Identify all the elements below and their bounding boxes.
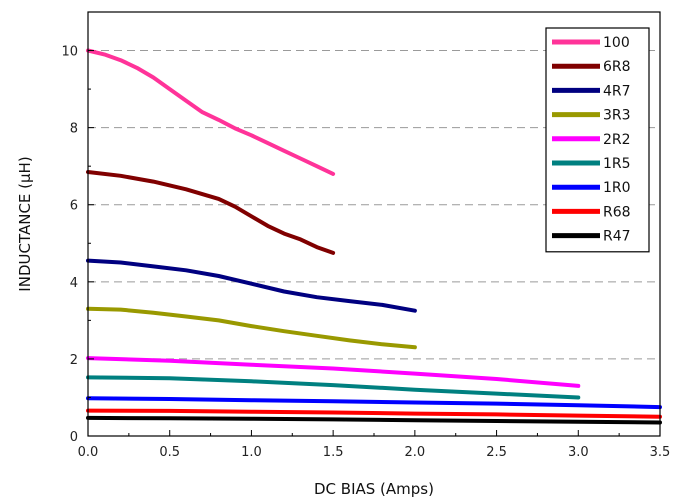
y-tick-label: 2 <box>70 353 78 368</box>
series-line-3r3 <box>86 306 417 350</box>
legend-label-1r5: 1R5 <box>603 156 631 172</box>
legend-label-r68: R68 <box>603 204 631 220</box>
series-line-1r0 <box>86 396 662 410</box>
y-tick-label: 6 <box>70 199 78 214</box>
legend-label-6r8: 6R8 <box>603 59 631 75</box>
x-tick-label: 0.5 <box>159 445 180 460</box>
legend-label-2r2: 2R2 <box>603 132 631 148</box>
series-line-1r5 <box>86 375 581 400</box>
y-tick-label: 0 <box>70 430 78 445</box>
x-tick-label: 2.5 <box>486 445 507 460</box>
series-line-r47 <box>86 415 662 425</box>
legend-label-r47: R47 <box>603 229 631 245</box>
series-line-100 <box>86 48 336 176</box>
x-tick-label: 2.0 <box>405 445 426 460</box>
series-lines <box>86 48 662 425</box>
legend-label-4r7: 4R7 <box>603 83 631 99</box>
x-tick-label: 3.5 <box>650 445 671 460</box>
x-tick-label: 1.5 <box>323 445 344 460</box>
series-line-4r7 <box>86 258 417 313</box>
x-tick-label: 1.0 <box>241 445 262 460</box>
x-axis-label: DC BIAS (Amps) <box>314 480 434 498</box>
legend-label-100: 100 <box>603 35 630 51</box>
legend-label-1r0: 1R0 <box>603 180 631 196</box>
series-line-r68 <box>86 408 662 419</box>
axis-ticks: 0.0 0.5 1.0 1.5 2.0 2.5 3.0 3.5 0 2 4 6 8 10 <box>61 11 671 460</box>
x-tick-label: 0.0 <box>78 445 99 460</box>
grid-lines <box>88 50 660 360</box>
legend-label-3r3: 3R3 <box>603 108 631 124</box>
series-line-2r2 <box>86 356 581 388</box>
series-line-6r8 <box>86 170 336 255</box>
y-tick-label: 10 <box>61 45 78 60</box>
y-tick-label: 4 <box>70 276 78 291</box>
legend: 100 6R8 4R7 3R3 2R2 1R5 1R0 R68 R47 <box>545 27 650 253</box>
y-tick-label: 8 <box>70 122 78 137</box>
x-tick-label: 3.0 <box>568 445 589 460</box>
y-axis-label: INDUCTANCE (µH) <box>16 156 34 291</box>
